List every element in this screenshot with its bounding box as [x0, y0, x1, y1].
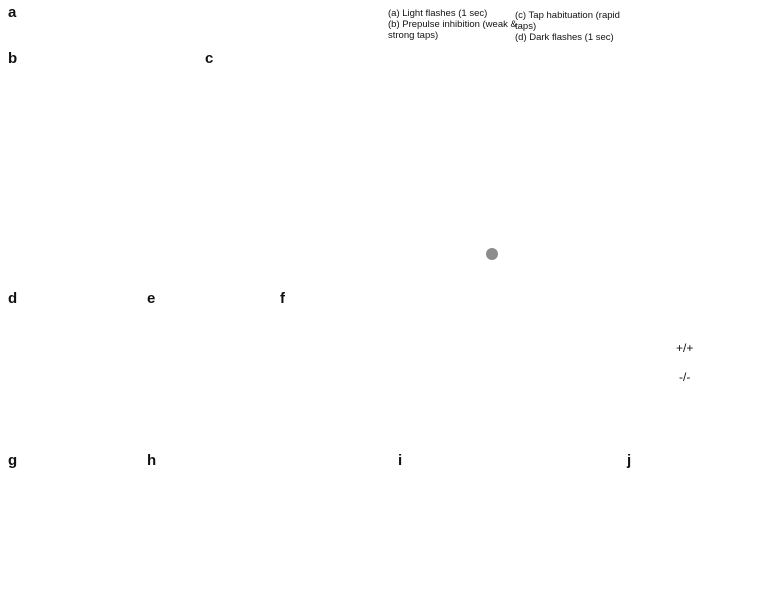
chart-f-displacement	[555, 295, 695, 417]
legend-line: (c) Tap habituation (rapid	[515, 10, 620, 21]
panel-label-c: c	[205, 50, 214, 67]
panel-label-a: a	[8, 4, 17, 21]
chart-e-center-fraction	[143, 295, 283, 417]
chart-g-revolutions	[5, 455, 145, 590]
chart-j-strong-taps	[622, 455, 757, 590]
legend-label-mut: -/-	[679, 370, 691, 384]
size-legend-circle	[486, 248, 498, 260]
chart-d-bouts	[5, 295, 145, 417]
legend-swatch-wt	[648, 341, 671, 356]
panel-label-h: h	[147, 452, 157, 469]
legend-swatch-mut	[648, 370, 671, 385]
legend-line: (a) Light flashes (1 sec)	[388, 8, 488, 19]
assay-legend-col1: (a) Light flashes (1 sec) (b) Prepulse i…	[388, 8, 573, 41]
panel-label-g: g	[8, 452, 18, 469]
legend-label-wt: +/+	[676, 341, 694, 355]
assay-legend-col2: (c) Tap habituation (rapid taps) (d) Dar…	[515, 10, 695, 43]
chart-f-velocity	[280, 295, 420, 417]
panel-label-i: i	[398, 452, 403, 469]
chart-h-run1	[143, 455, 268, 590]
chart-i-dpixels	[395, 455, 515, 590]
bubble-chart-b	[0, 55, 200, 255]
legend-line: (b) Prepulse inhibition (weak &	[388, 19, 517, 30]
timeline-panel	[40, 8, 380, 34]
panel-label-d: d	[8, 290, 18, 307]
legend-line: taps)	[515, 21, 537, 32]
bubble-chart-c	[200, 55, 760, 255]
panel-label-b: b	[8, 50, 18, 67]
panel-label-f: f	[280, 290, 285, 307]
legend-line: (d) Dark flashes (1 sec)	[515, 32, 614, 43]
panel-label-j: j	[627, 452, 632, 469]
ssmd-colorbar	[195, 245, 410, 285]
chart-i-dark-flashes	[505, 455, 625, 590]
chart-f-bout-time	[418, 295, 558, 417]
panel-label-e: e	[147, 290, 156, 307]
chart-h-run2	[263, 455, 393, 590]
legend-line: strong taps)	[388, 30, 439, 41]
